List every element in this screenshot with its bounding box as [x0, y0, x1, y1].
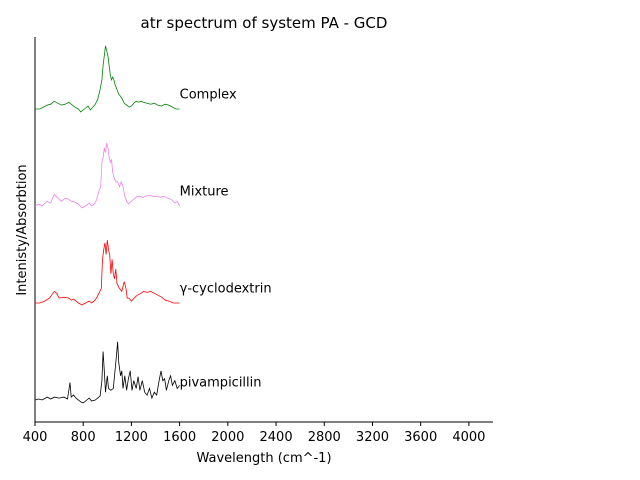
x-tick-label: 2000	[211, 430, 244, 445]
x-axis-label: Wavelength (cm^-1)	[196, 451, 331, 466]
x-tick-label: 4000	[452, 430, 485, 445]
x-tick-label: 2800	[308, 430, 341, 445]
series-labels: pivampicillin γ-cyclodextrin Mixture Comple…	[180, 87, 272, 390]
x-tick-label: 2400	[260, 430, 293, 445]
series-label: Complex	[180, 87, 237, 102]
x-tick-label: 3200	[356, 430, 389, 445]
series-line-pivampicillin	[34, 341, 180, 404]
y-axis-label: Intenisty/Absorbtion	[15, 164, 30, 295]
x-tick-label: 800	[71, 430, 96, 445]
y-axis: Intenisty/Absorbtion	[15, 37, 36, 422]
series-line-mixture	[34, 142, 180, 209]
series-line--cyclodextrin	[35, 239, 180, 306]
series-label: Mixture	[180, 184, 229, 199]
series-line-complex	[35, 45, 180, 113]
x-tick-label: 1600	[163, 430, 196, 445]
x-ticks: 400 800 1200 1600 2000 2400 2800 3200 3600 4000	[23, 422, 485, 445]
x-tick-label: 3600	[404, 430, 437, 445]
x-tick-label: 1200	[115, 430, 148, 445]
series-layer	[34, 45, 180, 404]
series-label: γ-cyclodextrin	[180, 281, 272, 296]
x-axis: 400 800 1200 1600 2000 2400 2800 3200 3600 4000 W…	[23, 421, 493, 466]
series-label: pivampicillin	[180, 376, 262, 391]
chart-title: atr spectrum of system PA - GCD	[141, 14, 388, 32]
x-tick-label: 400	[23, 430, 48, 445]
